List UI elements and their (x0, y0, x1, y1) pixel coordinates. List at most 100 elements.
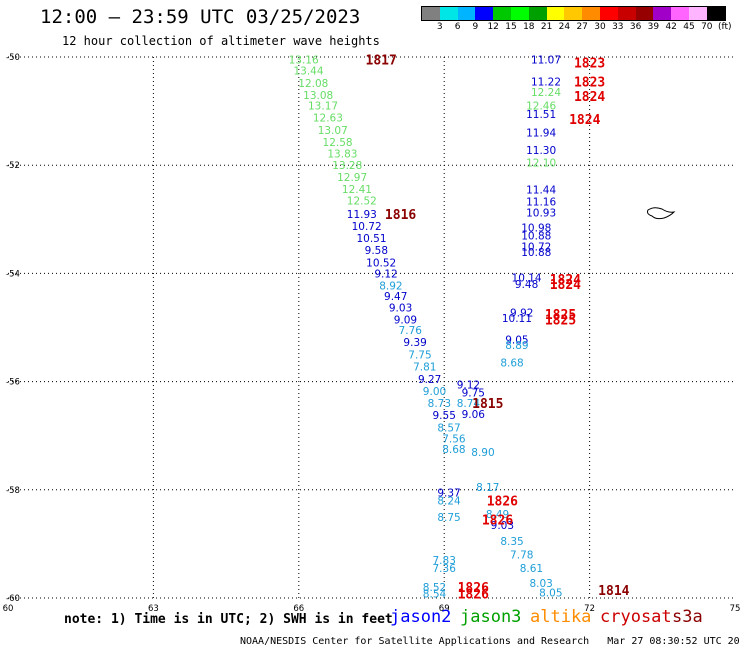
wave-height-point: 13.16 (289, 55, 319, 67)
wave-height-point: 10.88 (521, 231, 551, 243)
wave-height-point: 12.41 (342, 184, 372, 196)
wave-height-point: 10.72 (352, 221, 382, 233)
wave-height-point: 9.12 (374, 268, 397, 280)
wave-height-point: 9.03 (491, 520, 514, 532)
legend-swatch (671, 7, 689, 20)
wave-height-point: 9.09 (394, 314, 417, 326)
y-tick-label: -54 (6, 269, 20, 279)
revolution-number: 1826 (458, 581, 489, 596)
wave-height-point: 7.76 (399, 325, 423, 337)
wave-height-point: 9.12 (457, 379, 480, 391)
wave-height-point: 10.14 (512, 273, 542, 285)
legend-swatch (582, 7, 600, 20)
footer-credit: NOAA/NESDIS Center for Satellite Applica… (240, 636, 740, 647)
wave-height-point: 8.17 (476, 482, 499, 494)
wave-height-point: 11.07 (531, 55, 561, 67)
legend-swatch (457, 7, 476, 20)
wave-height-point: 9.03 (389, 302, 412, 314)
legend-label: 6 (454, 22, 461, 32)
legend-label: 70 (701, 22, 713, 32)
revolution-number: 1824 (569, 113, 600, 128)
legend-label: 18 (523, 22, 535, 32)
revolution-number: 1824 (550, 273, 581, 288)
wave-height-point: 8.75 (437, 512, 460, 524)
wave-height-point: 10.51 (356, 233, 386, 245)
y-tick-label: -52 (6, 161, 20, 171)
legend-label: 39 (647, 22, 660, 32)
legend-label: 15 (505, 22, 517, 32)
legend-unit: (ft) (718, 22, 732, 32)
legend-label: 21 (540, 22, 553, 32)
legend-label: 27 (576, 22, 588, 32)
legend-swatch (635, 7, 654, 20)
revolution-number: 1825 (545, 313, 576, 328)
wave-height-point: 9.37 (437, 488, 460, 500)
revolution-number: 1814 (598, 584, 629, 599)
legend-swatch (617, 7, 636, 20)
wave-height-point: 12.63 (313, 113, 343, 125)
wave-height-point: 9.48 (515, 279, 538, 291)
revolution-number: 1826 (458, 588, 489, 603)
wave-height-point: 7.56 (442, 433, 466, 445)
y-tick-label: -60 (6, 594, 20, 604)
wave-height-point: 9.58 (365, 245, 388, 257)
color-legend-bar (421, 6, 726, 21)
wave-height-point: 12.08 (298, 78, 328, 90)
legend-label: 9 (472, 22, 479, 32)
revolution-number: 1816 (385, 208, 416, 223)
wave-height-point: 9.05 (505, 334, 528, 346)
wave-height-point: 8.90 (471, 447, 494, 459)
x-tick-label: 60 (3, 604, 14, 614)
wave-height-point: 13.07 (318, 125, 348, 137)
wave-height-point: 8.73 (428, 398, 451, 410)
legend-swatch (706, 7, 725, 20)
chart-title: 12:00 – 23:59 UTC 03/25/2023 (40, 6, 361, 28)
x-tick-label: 66 (293, 604, 304, 614)
legend-swatch (599, 7, 618, 20)
wave-height-point: 8.57 (437, 423, 460, 435)
legend-label: 36 (629, 22, 642, 32)
wave-height-point: 9.39 (403, 337, 426, 349)
satellite-legend-jason2: jason2 (390, 607, 452, 627)
wave-height-point: 9.75 (462, 387, 485, 399)
legend-swatch (439, 7, 458, 20)
y-tick-label: -58 (6, 486, 20, 496)
legend-label: 3 (436, 22, 443, 32)
wave-height-point: 13.17 (308, 101, 338, 113)
wave-height-point: 8.52 (423, 582, 446, 594)
wave-height-point: 8.05 (539, 588, 562, 600)
revolution-number: 1826 (482, 514, 513, 529)
wave-height-point: 12.97 (337, 172, 367, 184)
wave-height-point: 12.46 (526, 101, 556, 113)
revolution-number: 1824 (574, 90, 605, 105)
wave-height-point: 11.51 (526, 109, 556, 121)
wave-height-point: 9.27 (418, 374, 441, 386)
legend-swatch (653, 7, 672, 20)
wave-height-point: 10.98 (521, 222, 551, 234)
wave-height-point: 8.35 (500, 536, 523, 548)
x-tick-label: 75 (730, 604, 740, 614)
legend-swatch (688, 7, 707, 20)
wave-height-point: 12.52 (347, 195, 377, 207)
revolution-number: 1826 (487, 495, 518, 510)
wave-height-point: 13.28 (332, 160, 362, 172)
legend-label: 33 (612, 22, 624, 32)
revolution-number: 1823 (574, 75, 605, 90)
wave-height-point: 7.83 (433, 555, 456, 567)
wave-height-point: 11.30 (526, 145, 556, 157)
wave-height-point: 7.81 (413, 361, 436, 373)
wave-height-point: 11.22 (531, 76, 561, 88)
legend-swatch (422, 7, 440, 20)
wave-height-point: 11.44 (526, 185, 556, 197)
wave-height-point: 8.68 (442, 444, 465, 456)
legend-swatch (528, 7, 547, 20)
wave-height-point: 8.49 (486, 509, 509, 521)
legend-swatch (510, 7, 529, 20)
y-tick-label: -56 (6, 378, 20, 388)
legend-label: 42 (665, 22, 677, 32)
revolution-number: 1815 (472, 397, 503, 412)
legend-label: 45 (683, 22, 695, 32)
legend-swatch (475, 7, 494, 20)
wave-height-point: 10.93 (526, 207, 556, 219)
